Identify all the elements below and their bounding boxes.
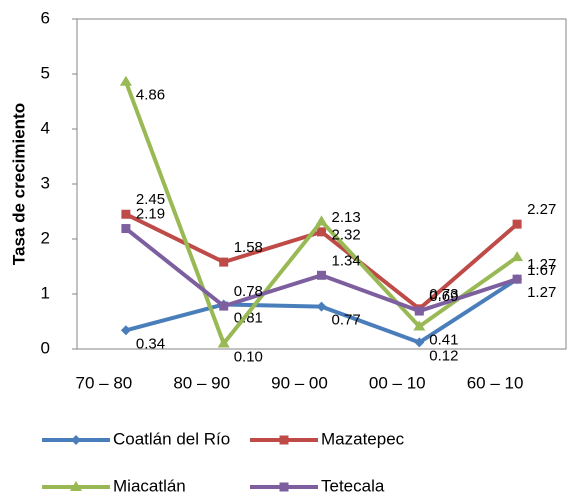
legend-marker: [279, 482, 289, 492]
data-point: [316, 301, 327, 312]
data-label: 1.67: [527, 262, 556, 279]
legend-marker: [279, 435, 289, 445]
legend-label: Coatlán del Río: [113, 429, 230, 448]
y-tick-label: 6: [41, 8, 50, 27]
data-label: 0.41: [429, 331, 458, 348]
data-label: 0.34: [136, 335, 165, 352]
data-label: 1.27: [527, 284, 556, 301]
data-point: [120, 325, 131, 336]
data-label: 1.27: [527, 256, 556, 273]
data-label: 2.19: [136, 206, 165, 223]
x-tick-label: 80 – 90: [173, 373, 230, 392]
data-point: [414, 337, 425, 348]
data-point: [512, 219, 522, 229]
data-label: 1.34: [332, 252, 361, 269]
y-tick-label: 0: [41, 338, 50, 357]
data-point: [511, 251, 524, 262]
data-point: [119, 75, 132, 86]
data-label: 2.45: [136, 191, 165, 208]
x-tick-label: 00 – 10: [369, 373, 426, 392]
data-point: [413, 320, 426, 331]
data-point: [315, 215, 328, 226]
x-tick-label: 70 – 80: [76, 373, 133, 392]
x-tick-label: 90 – 00: [271, 373, 328, 392]
y-axis-label: Tasa de crecimiento: [9, 103, 28, 265]
data-point: [217, 337, 230, 348]
data-label: 0.78: [234, 283, 263, 300]
data-label: 0.77: [332, 312, 361, 329]
data-point: [219, 301, 229, 311]
data-point: [414, 306, 424, 316]
data-point: [317, 227, 326, 237]
data-point: [121, 209, 131, 219]
data-label: 1.58: [234, 239, 263, 256]
legend-marker: [70, 481, 82, 491]
y-tick-label: 5: [41, 63, 50, 82]
y-tick-label: 1: [41, 283, 50, 302]
data-point: [512, 274, 522, 284]
legend-marker: [71, 435, 81, 445]
data-label: 2.27: [527, 201, 556, 218]
y-tick-label: 3: [41, 173, 50, 192]
x-tick-label: 60 – 10: [467, 373, 524, 392]
data-point: [317, 270, 326, 280]
legend-label: Tetecala: [321, 476, 385, 495]
data-label: 4.86: [136, 87, 165, 104]
y-tick-label: 4: [41, 118, 50, 137]
y-tick-label: 2: [41, 228, 50, 247]
legend-label: Miacatlán: [113, 476, 186, 495]
data-label: 2.13: [332, 209, 361, 226]
data-label: 0.10: [234, 348, 263, 365]
legend-label: Mazatepec: [321, 429, 405, 448]
data-point: [121, 224, 131, 234]
data-label: 0.12: [429, 347, 458, 364]
data-label: 2.32: [332, 226, 361, 243]
data-point: [219, 257, 229, 267]
data-label: 0.69: [429, 288, 458, 305]
plot-area: [76, 18, 567, 350]
